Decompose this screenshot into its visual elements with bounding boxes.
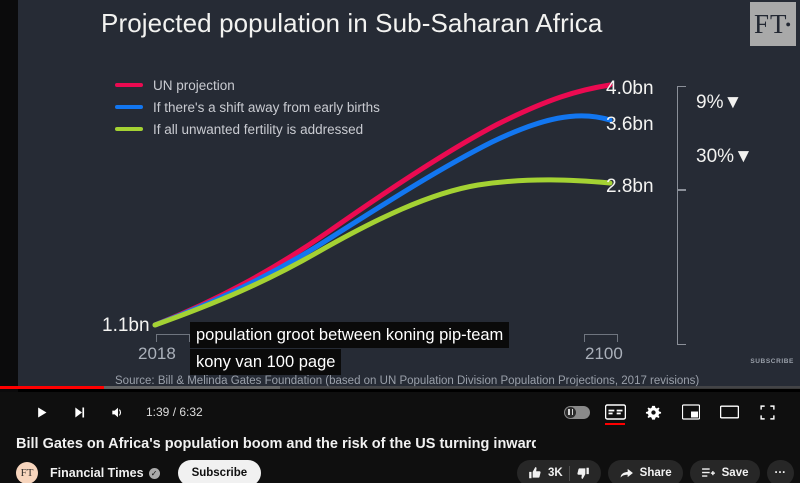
verified-badge-icon: ✓ bbox=[148, 467, 160, 479]
subscribe-watermark: SUBSCRIBE bbox=[750, 358, 794, 365]
share-button[interactable]: Share bbox=[607, 460, 683, 483]
channel-row: FT Financial Times ✓ Subscribe bbox=[16, 460, 262, 483]
fullscreen-icon bbox=[759, 404, 775, 420]
legend-item-un: UN projection bbox=[115, 74, 380, 96]
legend-label-shift: If there's a shift away from early birth… bbox=[153, 99, 380, 115]
like-count: 3K bbox=[547, 467, 563, 479]
legend-swatch-shift bbox=[115, 105, 143, 109]
fullscreen-button[interactable] bbox=[748, 393, 786, 431]
annotation-label-30pct: 30%▼ bbox=[696, 146, 753, 167]
chart-source: Source: Bill & Melinda Gates Foundation … bbox=[115, 375, 700, 387]
next-button[interactable] bbox=[60, 393, 98, 431]
annotation-bracket-30pct bbox=[677, 190, 686, 345]
volume-button[interactable] bbox=[98, 393, 136, 431]
thumbs-down-icon bbox=[577, 467, 589, 479]
progress-played bbox=[0, 386, 104, 389]
axis-tick-2018 bbox=[156, 334, 190, 342]
legend-label-fertility: If all unwanted fertility is addressed bbox=[153, 121, 364, 137]
subtitles-active-indicator bbox=[605, 423, 625, 425]
miniplayer-button[interactable] bbox=[672, 393, 710, 431]
gear-icon bbox=[645, 405, 661, 420]
caption-line-2: kony van 100 page bbox=[190, 349, 342, 375]
subtitles-button[interactable] bbox=[596, 393, 634, 431]
volume-icon bbox=[111, 407, 121, 417]
theater-mode-icon bbox=[719, 405, 739, 419]
next-track-icon bbox=[74, 407, 84, 417]
player-controls: 1:39 / 6:32 bbox=[0, 392, 800, 432]
video-player-stage[interactable]: FT ● Projected population in Sub-Saharan … bbox=[0, 0, 800, 432]
legend-swatch-un bbox=[115, 83, 143, 87]
chart-title: Projected population in Sub-Saharan Afri… bbox=[101, 8, 603, 38]
axis-label-2100: 2100 bbox=[585, 344, 623, 363]
ft-logo: FT ● bbox=[750, 2, 796, 46]
chart-legend: UN projection If there's a shift away fr… bbox=[115, 74, 380, 140]
end-label-fertility: 2.8bn bbox=[606, 176, 654, 197]
start-value-label: 1.1bn bbox=[102, 315, 150, 336]
action-divider bbox=[568, 465, 570, 481]
annotation-label-9pct: 9%▼ bbox=[696, 92, 743, 113]
progress-buffered bbox=[0, 386, 280, 389]
annotation-bracket-9pct bbox=[677, 86, 686, 190]
play-button[interactable] bbox=[22, 393, 60, 431]
miniplayer-icon bbox=[682, 404, 700, 420]
share-label: Share bbox=[639, 467, 672, 479]
theater-button[interactable] bbox=[710, 393, 748, 431]
like-dislike-group[interactable]: 3K bbox=[516, 460, 601, 483]
end-label-un: 4.0bn bbox=[606, 78, 654, 99]
action-buttons: 3K Share Save ··· bbox=[516, 460, 794, 483]
autoplay-toggle-icon bbox=[564, 405, 590, 419]
save-button[interactable]: Save bbox=[689, 460, 760, 483]
play-icon bbox=[37, 407, 46, 417]
closed-captions-icon bbox=[604, 404, 626, 420]
save-label: Save bbox=[721, 467, 749, 479]
video-meta: Bill Gates on Africa's population boom a… bbox=[0, 432, 800, 483]
chart-curves bbox=[152, 82, 613, 328]
letterbox-left bbox=[0, 0, 18, 432]
share-icon bbox=[620, 468, 633, 478]
legend-label-un: UN projection bbox=[153, 77, 235, 93]
axis-tick-2100 bbox=[584, 334, 618, 342]
end-label-shift: 3.6bn bbox=[606, 114, 654, 135]
autoplay-toggle[interactable] bbox=[558, 393, 596, 431]
subscribe-button[interactable]: Subscribe bbox=[177, 460, 262, 483]
avatar[interactable]: FT bbox=[16, 462, 38, 483]
caption-line-1: population groot between koning pip-team bbox=[190, 322, 510, 348]
legend-item-fertility: If all unwanted fertility is addressed bbox=[115, 118, 380, 140]
time-display: 1:39 / 6:32 bbox=[146, 405, 203, 419]
settings-button[interactable] bbox=[634, 393, 672, 431]
caption-overlay: population groot between koning pip-team… bbox=[190, 322, 510, 376]
legend-item-shift: If there's a shift away from early birth… bbox=[115, 96, 380, 118]
ft-logo-text: FT bbox=[754, 8, 788, 39]
channel-name[interactable]: Financial Times bbox=[50, 466, 144, 480]
legend-swatch-fertility bbox=[115, 127, 143, 131]
video-title: Bill Gates on Africa's population boom a… bbox=[16, 436, 536, 452]
save-to-playlist-icon bbox=[701, 468, 715, 477]
ft-logo-sup: ● bbox=[785, 19, 792, 29]
thumbs-up-icon bbox=[529, 467, 541, 479]
axis-label-2018: 2018 bbox=[138, 344, 176, 363]
progress-bar[interactable] bbox=[0, 385, 800, 389]
more-actions-button[interactable]: ··· bbox=[766, 460, 794, 483]
curve-unwanted-fertility bbox=[152, 177, 613, 328]
progress-track bbox=[0, 386, 800, 389]
